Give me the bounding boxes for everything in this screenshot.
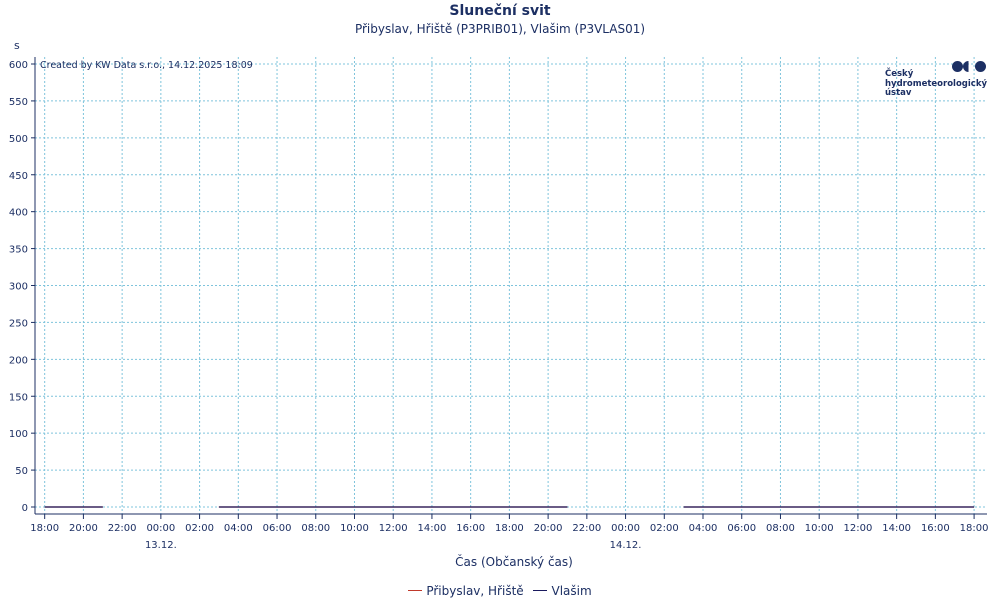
x-tick-label: 08:00 xyxy=(301,523,330,534)
x-tick-label: 20:00 xyxy=(534,523,563,534)
x-tick-label: 06:00 xyxy=(727,523,756,534)
legend-label: Přibyslav, Hřiště xyxy=(426,583,524,598)
y-tick-label: 150 xyxy=(9,392,28,403)
logo-dot-icon xyxy=(952,61,963,72)
legend-item[interactable]: Vlašim xyxy=(533,583,592,598)
legend-swatch xyxy=(408,590,423,591)
x-tick-label: 00:00 xyxy=(146,523,175,534)
y-tick-label: 200 xyxy=(9,355,28,366)
y-axis-label: s xyxy=(14,39,20,52)
x-tick-label: 22:00 xyxy=(108,523,137,534)
x-date-label: 13.12. xyxy=(145,540,177,551)
x-tick-label: 04:00 xyxy=(689,523,718,534)
x-tick-label: 14:00 xyxy=(882,523,911,534)
x-tick-label: 14:00 xyxy=(418,523,447,534)
x-axis-label: Čas (Občanský čas) xyxy=(455,554,573,569)
legend-item[interactable]: Přibyslav, Hřiště xyxy=(408,583,524,598)
y-tick-label: 0 xyxy=(22,503,28,514)
y-tick-label: 250 xyxy=(9,318,28,329)
y-tick-label: 300 xyxy=(9,282,28,293)
chmu-logo: Český hydrometeorologický ústav xyxy=(885,60,990,100)
x-tick-label: 12:00 xyxy=(379,523,408,534)
logo-line: Český xyxy=(885,69,914,79)
logo-dot-icon xyxy=(963,61,969,72)
chart-subtitle: Přibyslav, Hřiště (P3PRIB01), Vlašim (P3… xyxy=(354,22,646,36)
x-tick-label: 16:00 xyxy=(921,523,950,534)
x-tick-label: 08:00 xyxy=(766,523,795,534)
y-tick-label: 550 xyxy=(9,97,28,108)
x-tick-label: 10:00 xyxy=(340,523,369,534)
x-tick-label: 20:00 xyxy=(69,523,98,534)
legend-swatch xyxy=(533,590,548,591)
legend-label: Vlašim xyxy=(551,583,592,598)
y-tick-label: 100 xyxy=(9,429,28,440)
x-tick-label: 18:00 xyxy=(495,523,524,534)
y-tick-label: 350 xyxy=(9,245,28,256)
x-tick-label: 12:00 xyxy=(844,523,873,534)
x-tick-label: 06:00 xyxy=(263,523,292,534)
logo-line: hydrometeorologický xyxy=(885,78,988,89)
x-tick-label: 02:00 xyxy=(650,523,679,534)
y-tick-label: 400 xyxy=(9,208,28,219)
x-tick-label: 22:00 xyxy=(572,523,601,534)
x-tick-label: 18:00 xyxy=(30,523,59,534)
credit-text: Created by KW Data s.r.o., 14.12.2025 18… xyxy=(40,60,253,71)
x-tick-label: 00:00 xyxy=(611,523,640,534)
x-tick-label: 04:00 xyxy=(224,523,253,534)
x-tick-label: 10:00 xyxy=(805,523,834,534)
chart-legend: Přibyslav, Hřiště Vlašim xyxy=(0,580,1000,598)
logo-dot-icon xyxy=(975,61,986,72)
y-tick-label: 450 xyxy=(9,171,28,182)
y-tick-label: 600 xyxy=(9,60,28,71)
y-tick-label: 500 xyxy=(9,134,28,145)
x-date-label: 14.12. xyxy=(610,540,642,551)
x-tick-label: 02:00 xyxy=(185,523,214,534)
x-tick-label: 18:00 xyxy=(960,523,989,534)
logo-line: ústav xyxy=(885,88,912,98)
chart-title: Sluneční svit xyxy=(449,3,551,19)
x-tick-label: 16:00 xyxy=(456,523,485,534)
y-tick-label: 50 xyxy=(15,466,28,477)
logo-text: Český hydrometeorologický ústav xyxy=(885,69,995,99)
